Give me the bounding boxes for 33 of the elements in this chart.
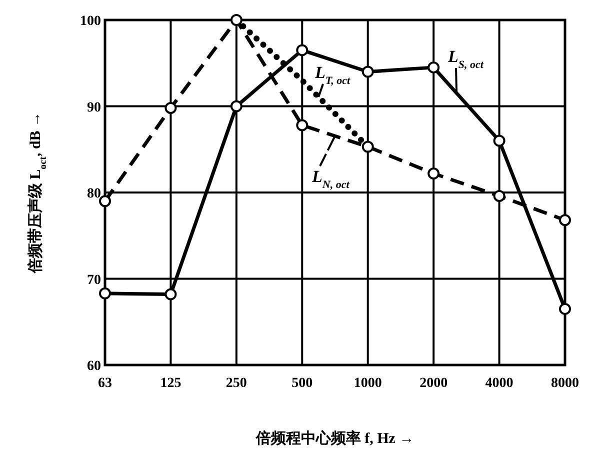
point [164, 288, 177, 300]
point [164, 102, 177, 114]
point [428, 61, 440, 74]
y-tick-label: 100 [80, 14, 101, 29]
x-tick-label: 4000 [485, 376, 514, 391]
x-tick-label: 500 [292, 376, 313, 391]
x-tick-label: 125 [160, 376, 182, 391]
series-label: L$_{S, oct}$ [447, 47, 484, 71]
point [428, 168, 440, 180]
point [362, 66, 374, 78]
point [99, 287, 111, 300]
y-tick-label: 80 [87, 186, 101, 202]
x-tick-label: 2000 [420, 376, 448, 391]
y-tick-label: 70 [87, 272, 101, 288]
point [230, 14, 242, 26]
point [559, 214, 571, 226]
y-tick-label: 60 [87, 359, 101, 374]
point [296, 119, 308, 132]
x-tick-label: 63 [98, 376, 112, 391]
x-tick-label: 1000 [354, 376, 382, 391]
point [296, 44, 308, 56]
x-axis-title: 倍频程中心频率 f, Hz → [254, 429, 414, 447]
x-tick-label: 250 [226, 376, 247, 391]
point [99, 195, 111, 208]
y-tick-label: 90 [87, 100, 101, 116]
point [362, 140, 374, 153]
series-label: L$_{T, oct}$ [314, 63, 351, 87]
point [493, 134, 506, 147]
legend-label: L$_{N, oct}$ [311, 167, 350, 191]
x-tick-label: 8000 [551, 376, 579, 391]
point [493, 190, 506, 202]
point [559, 302, 571, 315]
point [230, 100, 242, 112]
